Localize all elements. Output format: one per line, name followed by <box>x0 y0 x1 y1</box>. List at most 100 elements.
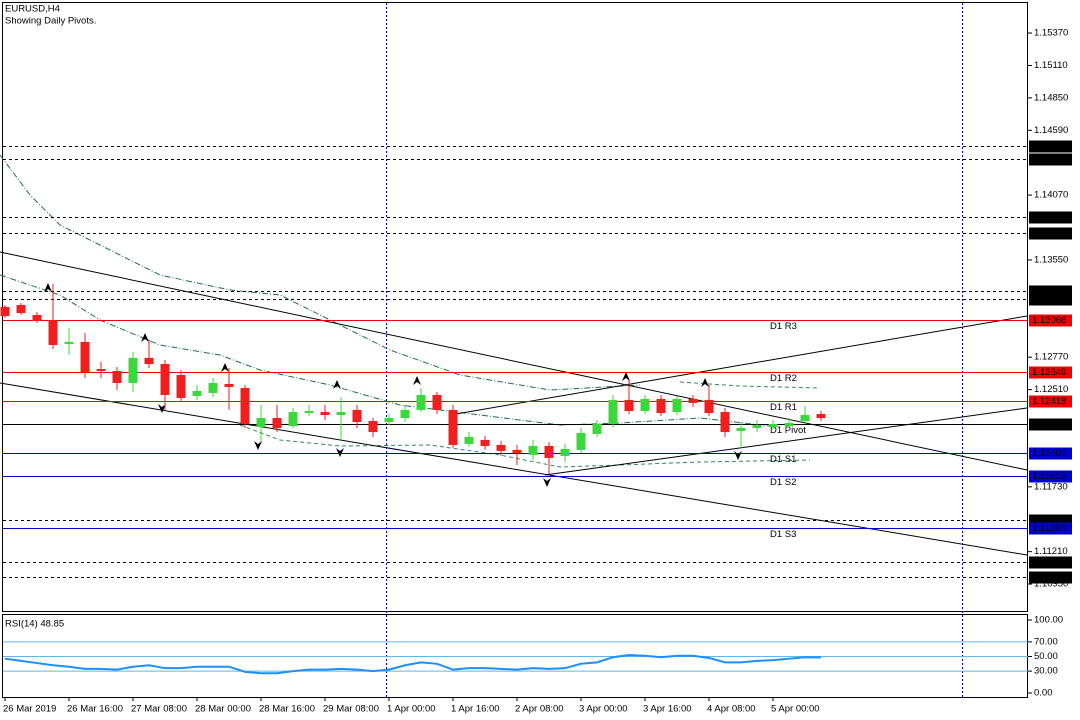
candle-body <box>112 371 122 383</box>
x-tick-label: 5 Apr 00:00 <box>771 704 820 715</box>
level-label: 1.12649 <box>1032 367 1066 378</box>
candle-body <box>576 432 586 450</box>
chart-subtitle: Showing Daily Pivots. <box>5 16 96 27</box>
candle-body <box>720 412 730 432</box>
x-tick-label: 28 Mar 00:00 <box>195 704 251 715</box>
y-tick-label: 1.14590 <box>1034 125 1068 136</box>
candle-body <box>752 424 762 428</box>
level-label: 1.12001 <box>1032 448 1066 459</box>
trendline <box>0 251 1028 471</box>
y-tick-label: 1.11730 <box>1034 481 1068 492</box>
candle-body <box>336 412 346 416</box>
level-box <box>1029 395 1072 408</box>
y-tick-label: 1.14850 <box>1034 92 1068 103</box>
candle-body <box>672 398 682 413</box>
candle-body <box>384 418 394 423</box>
candle-body <box>224 383 234 387</box>
candle-body <box>0 306 10 317</box>
candle-body <box>560 448 570 456</box>
candle-body <box>272 418 282 428</box>
rsi-title: RSI(14) 48.85 <box>5 619 64 630</box>
level-label: 1.11398 <box>1032 523 1066 534</box>
pivot-label: D1 S2 <box>770 477 796 488</box>
candle-body <box>144 357 154 365</box>
candle-body <box>288 412 298 426</box>
candle-body <box>256 418 266 427</box>
candle-body <box>464 436 474 444</box>
fractal-up <box>141 333 149 342</box>
x-tick-label: 27 Mar 08:00 <box>131 704 187 715</box>
pivot-label: D1 S3 <box>770 529 796 540</box>
x-tick-label: 1 Apr 00:00 <box>387 704 436 715</box>
fractal-down <box>254 441 262 450</box>
fractal-up <box>44 283 52 292</box>
pivot-label: D1 R2 <box>770 373 797 384</box>
trendline <box>544 407 1028 476</box>
candle-body <box>480 439 490 446</box>
candle-body <box>656 398 666 414</box>
candle-body <box>704 399 714 414</box>
trendline <box>449 315 1028 416</box>
level-box <box>1029 153 1072 166</box>
level-box <box>1029 293 1072 306</box>
y-tick-label: 1.15370 <box>1034 28 1068 39</box>
x-tick-label: 26 Mar 16:00 <box>67 704 123 715</box>
candle-body <box>80 341 90 373</box>
candle-body <box>32 315 42 322</box>
level-box <box>1029 522 1072 535</box>
candle-body <box>16 304 26 314</box>
level-box <box>1029 418 1072 431</box>
x-tick-label: 26 Mar 2019 <box>3 704 56 715</box>
rsi-line <box>4 654 822 675</box>
fractal-up <box>701 378 709 387</box>
candle-body <box>208 382 218 393</box>
candle-body <box>784 423 794 426</box>
level-label: 1.13895 <box>1032 212 1066 223</box>
candle-body <box>544 445 554 458</box>
fractal-up <box>622 372 630 381</box>
pivot-label: D1 S1 <box>770 454 796 465</box>
candle-body <box>816 414 826 419</box>
y-tick-label: 50.00 <box>1034 651 1058 662</box>
level-box <box>1029 571 1072 584</box>
y-tick-label: 30.00 <box>1034 666 1058 677</box>
y-tick-label: 100.00 <box>1034 615 1063 626</box>
x-tick-label: 4 Apr 08:00 <box>707 704 756 715</box>
pivot-label: D1 R1 <box>770 402 797 413</box>
candle-body <box>528 445 538 455</box>
level-label: 1.12232 <box>1032 419 1066 430</box>
candle-body <box>448 409 458 445</box>
y-tick-label: 1.10950 <box>1034 579 1068 590</box>
candle-body <box>496 444 506 451</box>
candle-body <box>96 369 106 372</box>
fractal-down <box>336 448 344 457</box>
level-label: 1.14362 <box>1032 154 1066 165</box>
level-label: 1.13765 <box>1032 228 1066 239</box>
fractal-up <box>221 363 229 372</box>
y-tick-label: 1.12770 <box>1034 352 1068 363</box>
candle-body <box>176 375 186 398</box>
y-tick-label: 70.00 <box>1034 636 1058 647</box>
envelope <box>679 381 821 389</box>
x-tick-label: 3 Apr 00:00 <box>579 704 628 715</box>
candle-body <box>240 387 250 425</box>
level-label: 1.13237 <box>1032 294 1066 305</box>
candle-body <box>592 424 602 434</box>
x-tick-label: 2 Apr 08:00 <box>515 704 564 715</box>
candle-body <box>128 357 138 383</box>
candle-body <box>736 427 746 431</box>
fractal-up <box>413 376 421 385</box>
candle-body <box>608 399 618 425</box>
level-box <box>1029 556 1072 569</box>
level-box <box>1029 211 1072 224</box>
x-tick-label: 28 Mar 16:00 <box>259 704 315 715</box>
level-label: 1.13301 <box>1032 286 1066 297</box>
x-tick-label: 3 Apr 16:00 <box>643 704 692 715</box>
level-label: 1.11006 <box>1032 572 1066 583</box>
candle-body <box>640 398 650 412</box>
candle-body <box>320 412 330 416</box>
candle-body <box>768 424 778 427</box>
y-tick-label: 1.11210 <box>1034 546 1068 557</box>
